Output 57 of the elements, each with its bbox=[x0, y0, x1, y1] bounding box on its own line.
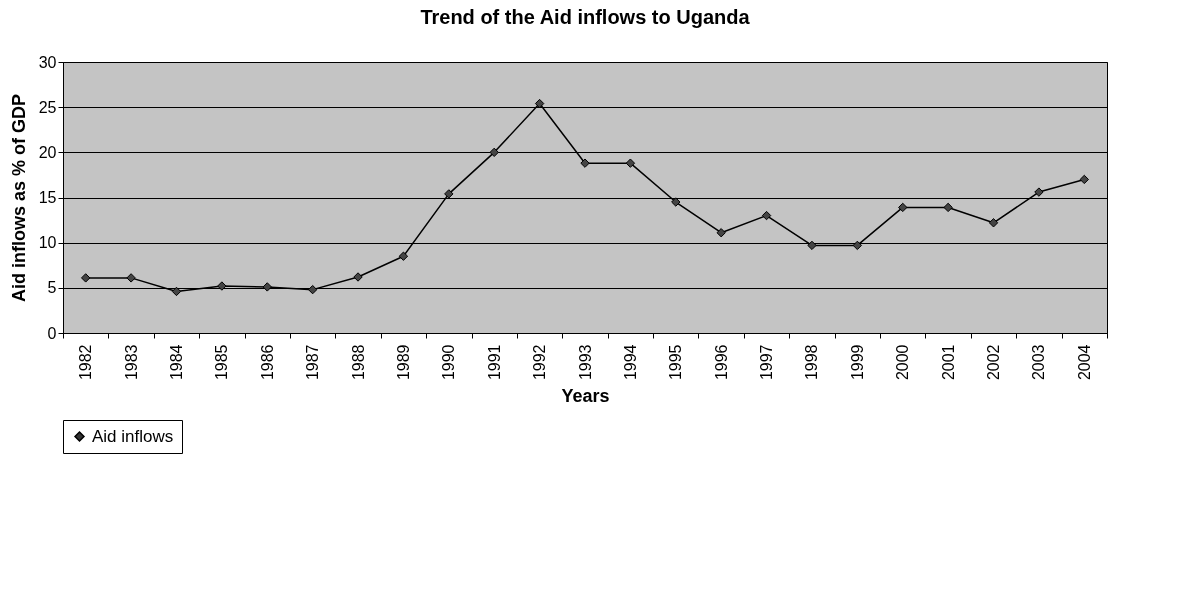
point bbox=[126, 273, 136, 283]
x-tick-label: 2004 bbox=[1075, 344, 1093, 381]
point bbox=[671, 197, 681, 207]
legend-label: Aid inflows bbox=[92, 426, 174, 446]
point bbox=[489, 147, 499, 158]
x-axis-title: Years bbox=[561, 386, 610, 407]
x-tick-label: 1985 bbox=[213, 344, 231, 381]
point bbox=[217, 281, 227, 291]
x-tick-label: 1996 bbox=[712, 344, 730, 381]
x-tick-label: 1990 bbox=[440, 344, 458, 381]
x-tick-label: 1993 bbox=[576, 344, 594, 381]
point bbox=[444, 189, 454, 199]
point bbox=[81, 273, 91, 283]
point bbox=[761, 210, 772, 221]
x-tick-label: 1982 bbox=[77, 344, 95, 381]
y-tick-label: 25 bbox=[38, 98, 57, 116]
point bbox=[171, 286, 182, 297]
y-tick-label: 15 bbox=[38, 189, 57, 206]
point bbox=[1079, 174, 1089, 185]
chart-title: Trend of the Aid inflows to Uganda bbox=[420, 6, 751, 28]
x-tick-label: 1983 bbox=[122, 344, 140, 381]
y-tick-label: 10 bbox=[38, 234, 57, 252]
x-tick-label: 2002 bbox=[985, 344, 1003, 381]
x-tick-label: 1997 bbox=[758, 344, 776, 381]
x-tick-label: 1995 bbox=[667, 344, 685, 381]
y-tick-label: 0 bbox=[47, 324, 57, 342]
point bbox=[580, 158, 590, 168]
point bbox=[625, 158, 636, 168]
y-tick-label: 30 bbox=[38, 53, 57, 71]
x-tick-label: 1986 bbox=[258, 344, 276, 381]
point bbox=[852, 240, 863, 251]
x-tick-label: 2001 bbox=[939, 344, 957, 381]
point bbox=[716, 228, 726, 238]
point bbox=[988, 218, 999, 228]
x-tick-label: 1984 bbox=[167, 344, 185, 381]
x-tick-label: 2003 bbox=[1030, 344, 1048, 381]
x-tick-label: 1987 bbox=[304, 344, 322, 381]
point bbox=[307, 284, 318, 295]
x-tick-label: 2000 bbox=[894, 344, 912, 381]
point bbox=[898, 202, 908, 213]
point bbox=[353, 272, 363, 282]
point bbox=[534, 98, 545, 109]
x-tick-label: 1994 bbox=[621, 344, 639, 381]
point bbox=[262, 282, 272, 292]
x-tick-label: 1991 bbox=[485, 344, 503, 381]
y-tick-label: 20 bbox=[38, 143, 57, 161]
y-axis-title: Aid inflows as % of GDP bbox=[8, 93, 29, 303]
point bbox=[807, 240, 817, 251]
x-tick-label: 1989 bbox=[394, 344, 412, 381]
point bbox=[943, 202, 953, 213]
x-tick-label: 1988 bbox=[349, 344, 367, 381]
x-tick-label: 1999 bbox=[848, 344, 866, 381]
point bbox=[398, 251, 409, 261]
x-tick-label: 1992 bbox=[531, 344, 549, 381]
y-tick-label: 5 bbox=[47, 279, 57, 297]
x-tick-label: 1998 bbox=[803, 344, 821, 381]
point bbox=[1034, 187, 1044, 197]
